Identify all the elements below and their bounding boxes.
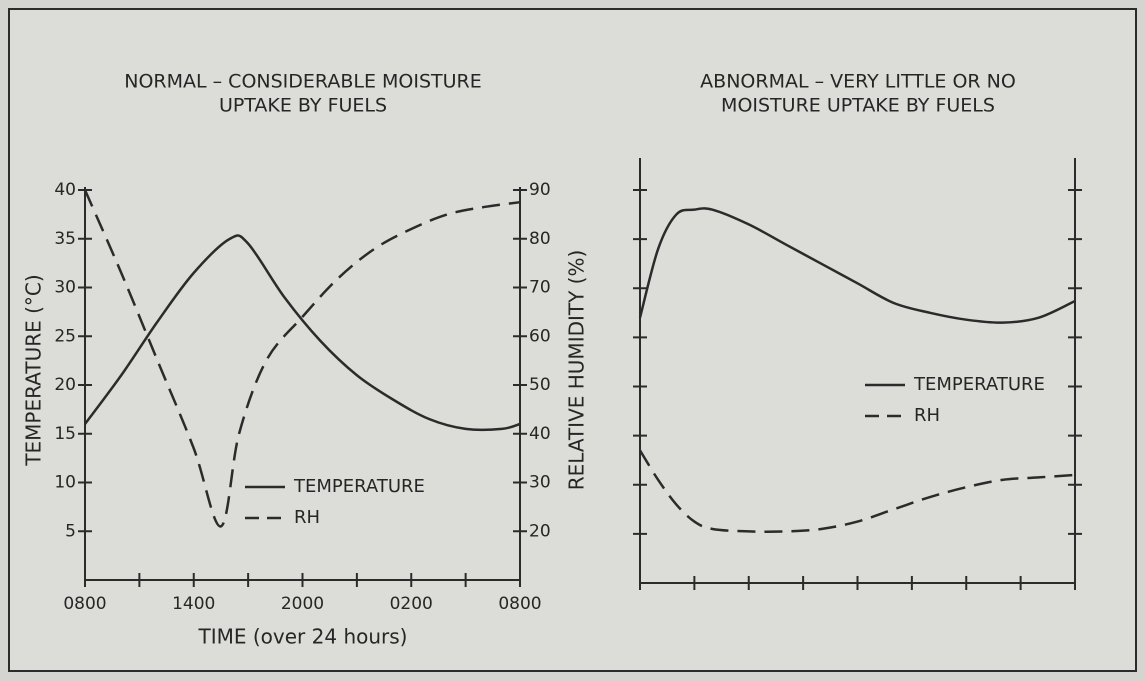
x-tick-label: 0800 bbox=[63, 594, 106, 614]
y2-tick-label: 60 bbox=[529, 326, 551, 346]
x-tick-label: 1400 bbox=[172, 594, 215, 614]
series-line bbox=[83, 234, 521, 432]
y2-tick-label: 90 bbox=[529, 180, 551, 200]
legend-label: TEMPERATURE bbox=[913, 374, 1045, 395]
chart-title: NORMAL – CONSIDERABLE MOISTURE bbox=[124, 71, 481, 93]
legend-label: RH bbox=[294, 507, 320, 528]
y-tick-label: 25 bbox=[54, 326, 76, 346]
y2-tick-label: 40 bbox=[529, 424, 551, 444]
chart-title: UPTAKE BY FUELS bbox=[219, 95, 387, 117]
x-tick-label: 0800 bbox=[498, 594, 541, 614]
chart-title: ABNORMAL – VERY LITTLE OR NO bbox=[700, 71, 1016, 93]
y2-tick-label: 30 bbox=[529, 473, 551, 493]
y-tick-label: 10 bbox=[54, 473, 76, 493]
chart-title: MOISTURE UPTAKE BY FUELS bbox=[721, 95, 995, 117]
y-axis-label: TEMPERATURE (°C) bbox=[22, 274, 46, 466]
y-tick-label: 5 bbox=[65, 521, 76, 541]
y-tick-label: 40 bbox=[54, 180, 76, 200]
y2-tick-label: 80 bbox=[529, 229, 551, 249]
legend-label: TEMPERATURE bbox=[293, 476, 425, 497]
frame bbox=[8, 8, 1137, 672]
x-tick-label: 0200 bbox=[390, 594, 433, 614]
x-axis-label: TIME (over 24 hours) bbox=[198, 625, 408, 649]
y2-tick-label: 50 bbox=[529, 375, 551, 395]
y2-axis-label: RELATIVE HUMIDITY (%) bbox=[565, 250, 589, 491]
y2-tick-label: 20 bbox=[529, 521, 551, 541]
y2-tick-label: 70 bbox=[529, 278, 551, 298]
y-tick-label: 15 bbox=[54, 424, 76, 444]
legend-label: RH bbox=[914, 405, 940, 426]
series-line bbox=[638, 207, 1076, 324]
series-line bbox=[83, 189, 521, 528]
series-line bbox=[638, 449, 1076, 533]
y-tick-label: 20 bbox=[54, 375, 76, 395]
x-tick-label: 2000 bbox=[281, 594, 324, 614]
y-tick-label: 35 bbox=[54, 229, 76, 249]
y-tick-label: 30 bbox=[54, 278, 76, 298]
